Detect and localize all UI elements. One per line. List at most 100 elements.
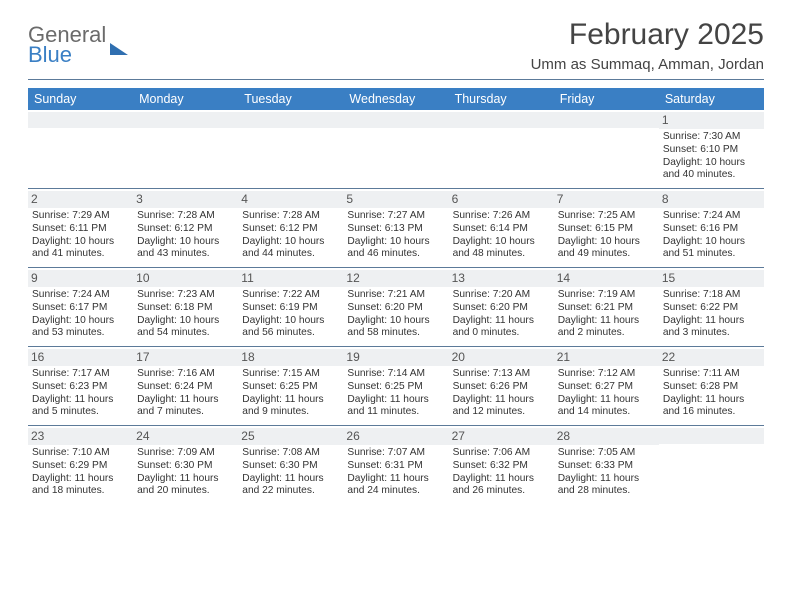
sunrise-line: Sunrise: 7:17 AM xyxy=(32,368,129,381)
daylight-line: and 2 minutes. xyxy=(558,327,655,340)
sunset-line: Sunset: 6:12 PM xyxy=(137,223,234,236)
daylight-line: and 28 minutes. xyxy=(558,485,655,498)
day-cell xyxy=(238,110,343,188)
daylight-line: and 20 minutes. xyxy=(137,485,234,498)
daylight-line: and 40 minutes. xyxy=(663,169,760,182)
sunset-line: Sunset: 6:13 PM xyxy=(347,223,444,236)
sunrise-line: Sunrise: 7:19 AM xyxy=(558,289,655,302)
logo-triangle-icon xyxy=(110,43,128,55)
day-number: 6 xyxy=(449,191,554,208)
daylight-line: and 18 minutes. xyxy=(32,485,129,498)
weekday-header: Saturday xyxy=(659,88,764,110)
day-number: 23 xyxy=(28,428,133,445)
sunrise-line: Sunrise: 7:09 AM xyxy=(137,447,234,460)
sunset-line: Sunset: 6:24 PM xyxy=(137,381,234,394)
day-cell: 7Sunrise: 7:25 AMSunset: 6:15 PMDaylight… xyxy=(554,189,659,267)
daylight-line: and 12 minutes. xyxy=(453,406,550,419)
daylight-line: and 56 minutes. xyxy=(242,327,339,340)
sunset-line: Sunset: 6:29 PM xyxy=(32,460,129,473)
daylight-line: and 51 minutes. xyxy=(663,248,760,261)
day-number: 1 xyxy=(659,112,764,129)
day-number: 12 xyxy=(343,270,448,287)
day-cell: 25Sunrise: 7:08 AMSunset: 6:30 PMDayligh… xyxy=(238,426,343,504)
day-cell: 13Sunrise: 7:20 AMSunset: 6:20 PMDayligh… xyxy=(449,268,554,346)
day-number: 9 xyxy=(28,270,133,287)
sunset-line: Sunset: 6:26 PM xyxy=(453,381,550,394)
day-number xyxy=(133,112,238,128)
day-details: Sunrise: 7:14 AMSunset: 6:25 PMDaylight:… xyxy=(347,368,444,419)
sunset-line: Sunset: 6:20 PM xyxy=(453,302,550,315)
calendar-page: General Blue February 2025 Umm as Summaq… xyxy=(0,0,792,514)
sunrise-line: Sunrise: 7:25 AM xyxy=(558,210,655,223)
day-cell xyxy=(659,426,764,504)
day-cell: 5Sunrise: 7:27 AMSunset: 6:13 PMDaylight… xyxy=(343,189,448,267)
daylight-line: and 54 minutes. xyxy=(137,327,234,340)
sunrise-line: Sunrise: 7:30 AM xyxy=(663,131,760,144)
day-number: 28 xyxy=(554,428,659,445)
daylight-line: and 24 minutes. xyxy=(347,485,444,498)
day-number xyxy=(28,112,133,128)
day-details: Sunrise: 7:05 AMSunset: 6:33 PMDaylight:… xyxy=(558,447,655,498)
daylight-line: Daylight: 11 hours xyxy=(32,473,129,486)
daylight-line: Daylight: 11 hours xyxy=(558,315,655,328)
daylight-line: Daylight: 11 hours xyxy=(137,473,234,486)
daylight-line: and 48 minutes. xyxy=(453,248,550,261)
daylight-line: Daylight: 10 hours xyxy=(137,236,234,249)
day-cell: 17Sunrise: 7:16 AMSunset: 6:24 PMDayligh… xyxy=(133,347,238,425)
weekday-header: Thursday xyxy=(449,88,554,110)
day-number: 16 xyxy=(28,349,133,366)
day-details: Sunrise: 7:13 AMSunset: 6:26 PMDaylight:… xyxy=(453,368,550,419)
day-number: 18 xyxy=(238,349,343,366)
day-number: 14 xyxy=(554,270,659,287)
weekday-header: Tuesday xyxy=(238,88,343,110)
day-number xyxy=(659,428,764,444)
sunset-line: Sunset: 6:32 PM xyxy=(453,460,550,473)
day-cell xyxy=(449,110,554,188)
sunset-line: Sunset: 6:10 PM xyxy=(663,144,760,157)
daylight-line: Daylight: 10 hours xyxy=(137,315,234,328)
day-details: Sunrise: 7:28 AMSunset: 6:12 PMDaylight:… xyxy=(137,210,234,261)
sunset-line: Sunset: 6:23 PM xyxy=(32,381,129,394)
sunrise-line: Sunrise: 7:16 AM xyxy=(137,368,234,381)
daylight-line: Daylight: 11 hours xyxy=(663,315,760,328)
day-number: 19 xyxy=(343,349,448,366)
day-cell: 4Sunrise: 7:28 AMSunset: 6:12 PMDaylight… xyxy=(238,189,343,267)
sunset-line: Sunset: 6:19 PM xyxy=(242,302,339,315)
day-cell: 27Sunrise: 7:06 AMSunset: 6:32 PMDayligh… xyxy=(449,426,554,504)
daylight-line: Daylight: 10 hours xyxy=(32,315,129,328)
daylight-line: Daylight: 11 hours xyxy=(242,473,339,486)
sunrise-line: Sunrise: 7:21 AM xyxy=(347,289,444,302)
weekday-header: Wednesday xyxy=(343,88,448,110)
daylight-line: Daylight: 11 hours xyxy=(242,394,339,407)
sunset-line: Sunset: 6:30 PM xyxy=(242,460,339,473)
sunrise-line: Sunrise: 7:08 AM xyxy=(242,447,339,460)
day-details: Sunrise: 7:08 AMSunset: 6:30 PMDaylight:… xyxy=(242,447,339,498)
sunrise-line: Sunrise: 7:27 AM xyxy=(347,210,444,223)
sunrise-line: Sunrise: 7:23 AM xyxy=(137,289,234,302)
daylight-line: and 43 minutes. xyxy=(137,248,234,261)
calendar-grid: Sunday Monday Tuesday Wednesday Thursday… xyxy=(28,88,764,504)
daylight-line: Daylight: 11 hours xyxy=(663,394,760,407)
sunset-line: Sunset: 6:18 PM xyxy=(137,302,234,315)
day-details: Sunrise: 7:19 AMSunset: 6:21 PMDaylight:… xyxy=(558,289,655,340)
day-cell: 10Sunrise: 7:23 AMSunset: 6:18 PMDayligh… xyxy=(133,268,238,346)
day-number: 2 xyxy=(28,191,133,208)
sunset-line: Sunset: 6:11 PM xyxy=(32,223,129,236)
sunset-line: Sunset: 6:27 PM xyxy=(558,381,655,394)
sunrise-line: Sunrise: 7:26 AM xyxy=(453,210,550,223)
daylight-line: Daylight: 11 hours xyxy=(32,394,129,407)
sunset-line: Sunset: 6:25 PM xyxy=(242,381,339,394)
day-cell: 15Sunrise: 7:18 AMSunset: 6:22 PMDayligh… xyxy=(659,268,764,346)
day-cell: 24Sunrise: 7:09 AMSunset: 6:30 PMDayligh… xyxy=(133,426,238,504)
daylight-line: Daylight: 10 hours xyxy=(558,236,655,249)
day-cell: 23 Sunrise: 7:10 AMSunset: 6:29 PMDayligh… xyxy=(28,426,133,504)
sunrise-line: Sunrise: 7:28 AM xyxy=(137,210,234,223)
day-details: Sunrise: 7:12 AMSunset: 6:27 PMDaylight:… xyxy=(558,368,655,419)
day-cell: 22Sunrise: 7:11 AMSunset: 6:28 PMDayligh… xyxy=(659,347,764,425)
day-number: 8 xyxy=(659,191,764,208)
day-details: Sunrise: 7:10 AMSunset: 6:29 PMDaylight:… xyxy=(32,447,129,498)
day-number xyxy=(343,112,448,128)
daylight-line: Daylight: 10 hours xyxy=(32,236,129,249)
day-cell: 28 Sunrise: 7:05 AMSunset: 6:33 PMDayligh… xyxy=(554,426,659,504)
daylight-line: and 46 minutes. xyxy=(347,248,444,261)
